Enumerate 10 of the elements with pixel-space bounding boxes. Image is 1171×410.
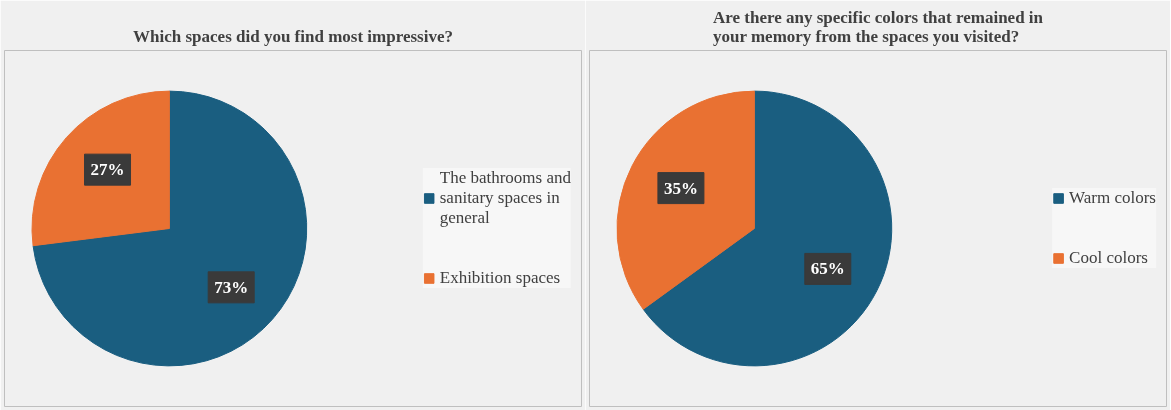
legend-label: Exhibition spaces: [439, 268, 561, 288]
chart-title: Are there any specific colors that remained in your memory from the spaces you visited?: [712, 7, 1044, 46]
data-label: 27%: [90, 160, 125, 180]
legend-label: Warm colors: [1069, 188, 1156, 208]
legend-label: The bathrooms and sanitary spaces in general: [439, 168, 571, 228]
data-label: 35%: [663, 178, 698, 198]
legend-label: Cool colors: [1069, 248, 1148, 268]
data-label: 73%: [214, 277, 249, 297]
data-label: 65%: [810, 259, 845, 279]
chart-title: Which spaces did you find most impressive?: [133, 26, 453, 46]
